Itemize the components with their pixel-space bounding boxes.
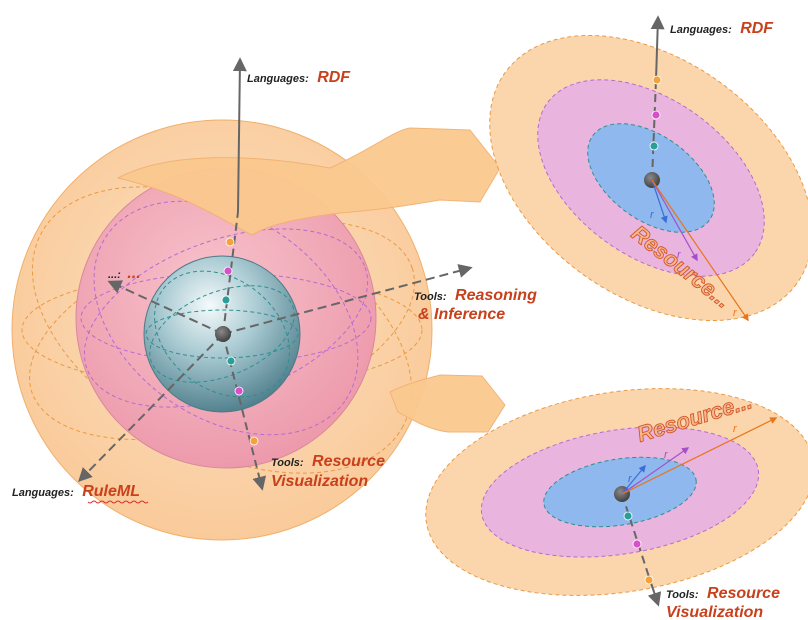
slice-bottom-axis-label: Tools: Resource: [666, 585, 780, 602]
middle-orbit-ellipse: [93, 200, 359, 436]
slice-top-group: r r r Resource... Languages: RDF: [489, 15, 808, 322]
sphere-top-value: RDF: [317, 69, 351, 86]
slice-top-dot-teal: [649, 141, 659, 151]
sphere-bottom-label-line2: Visualization: [271, 473, 368, 490]
sphere-right-value-2: & Inference: [418, 306, 505, 323]
slice-bottom-axis-dashed: [621, 493, 651, 581]
sphere-bottom-value-2: Visualization: [271, 473, 368, 490]
sphere-right-label: Tools: Reasoning: [414, 287, 537, 304]
slice-bottom-radius-outer: [621, 417, 778, 495]
slice-bottom-axis-down: [647, 579, 662, 607]
sphere-dot-orange: [249, 436, 259, 446]
sphere-lower-left-key: Languages:: [12, 487, 74, 499]
sphere-right-key: Tools:: [414, 291, 447, 303]
sphere-lower-left-value: RuleML: [82, 483, 140, 500]
sphere-right-value-1: Reasoning: [455, 287, 537, 304]
sphere-lower-left-label: Languages: RuleML: [12, 483, 140, 500]
slice-bottom-key: Tools:: [666, 589, 699, 601]
inner-orbit-ellipse: [145, 309, 299, 359]
sphere-dot-teal: [226, 356, 236, 366]
slice-bottom-value-2: Visualization: [666, 604, 763, 620]
slice-top-value: RDF: [740, 20, 774, 37]
axis-right-line: [222, 264, 473, 335]
sphere-bottom-label: Tools: Resource: [271, 453, 385, 470]
sphere-dot-teal: [221, 295, 231, 305]
sphere-dot-magenta: [223, 266, 233, 276]
slice-top-axis-label: Languages: RDF: [670, 20, 774, 37]
inner-orbit-ellipse: [149, 285, 295, 383]
slice-bottom-radius-inner: [621, 464, 646, 495]
slice-bottom-dot-teal: [623, 511, 633, 521]
slice-bottom-axis-label-line2: Visualization: [666, 604, 763, 620]
slice-top-key: Languages:: [670, 24, 732, 36]
slice-top-r-blue: r: [650, 209, 655, 221]
slice-top-dot-orange: [652, 75, 662, 85]
slice-top-radius-outer: [651, 179, 749, 322]
transform-arrow-top: [116, 127, 501, 236]
sphere-left-key: ...:: [108, 269, 121, 281]
slice-top-radius-inner: [651, 179, 668, 224]
middle-orbit-ellipse: [83, 228, 369, 408]
transform-arrow-bottom: [389, 374, 506, 433]
axis-top-line: [232, 57, 247, 213]
sphere-top-key: Languages:: [247, 73, 309, 85]
spellcheck-underline: [87, 500, 149, 504]
slice-top-dot-magenta: [651, 110, 661, 120]
slice-top-axis-dashed: [651, 79, 657, 181]
slice-top-radius-middle: [651, 179, 698, 262]
slice-bottom-dot-orange: [644, 575, 654, 585]
slice-bottom-r-blue: r: [628, 473, 633, 485]
sphere-bottom-value-1: Resource: [312, 453, 385, 470]
axis-lower-left-line: [78, 333, 224, 483]
sphere-right-label-line2: & Inference: [418, 306, 505, 323]
inner-orbit-ellipse: [154, 270, 290, 398]
slice-bottom-group: r r r Resource... Tools: Resource Visual…: [425, 388, 808, 620]
axis-left-line: [107, 280, 224, 335]
slice-bottom-r-orange: r: [733, 423, 738, 435]
slice-bottom-radius-middle: [621, 447, 690, 495]
sphere-left-value: ...: [127, 265, 140, 282]
slice-bottom-r-purple: r: [664, 449, 669, 461]
sphere-dot-orange: [225, 237, 235, 247]
sphere-dot-magenta: [234, 386, 244, 396]
slice-top-axis-up: [650, 15, 665, 81]
sphere-axes: [78, 57, 473, 491]
slice-bottom-value-1: Resource: [707, 585, 780, 602]
sphere-left-label: ...: ...: [108, 265, 141, 282]
slice-top-r-purple: r: [677, 249, 682, 261]
sphere-bottom-key: Tools:: [271, 457, 304, 469]
axis-vertical-dashed: [222, 211, 239, 335]
slice-top-r-orange: r: [733, 307, 738, 319]
sphere-top-label: Languages: RDF: [247, 69, 351, 86]
sphere-center-dot: [215, 326, 231, 342]
slice-bottom-dot-magenta: [632, 539, 642, 549]
